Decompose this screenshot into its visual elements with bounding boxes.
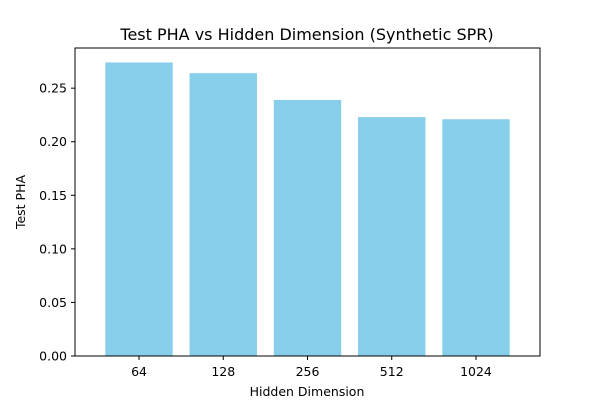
bar-512 bbox=[358, 117, 426, 357]
x-tick-label: 512 bbox=[380, 364, 404, 379]
y-axis-ticks: 0.00 0.05 0.10 0.15 0.20 0.25 bbox=[39, 81, 75, 364]
y-tick-label: 0.00 bbox=[39, 349, 67, 364]
y-tick-label: 0.15 bbox=[39, 188, 67, 203]
x-tick-label: 1024 bbox=[460, 364, 492, 379]
chart-title: Test PHA vs Hidden Dimension (Synthetic … bbox=[119, 25, 493, 44]
x-tick-label: 64 bbox=[131, 364, 147, 379]
x-tick-label: 128 bbox=[211, 364, 235, 379]
x-tick-label: 256 bbox=[296, 364, 320, 379]
x-axis-ticks: 64 128 256 512 1024 bbox=[131, 356, 492, 379]
y-tick-label: 0.20 bbox=[39, 134, 67, 149]
y-tick-label: 0.05 bbox=[39, 295, 67, 310]
x-axis-label: Hidden Dimension bbox=[250, 384, 365, 399]
plot-frame bbox=[74, 47, 541, 357]
y-tick-label: 0.10 bbox=[39, 241, 67, 256]
bar-128 bbox=[189, 73, 257, 356]
y-tick-label: 0.25 bbox=[39, 81, 67, 96]
bars-group bbox=[105, 62, 510, 357]
bar-256 bbox=[273, 99, 342, 357]
bar-1024 bbox=[442, 119, 510, 357]
y-axis-label: Test PHA bbox=[13, 175, 28, 231]
bar-64 bbox=[105, 62, 173, 356]
